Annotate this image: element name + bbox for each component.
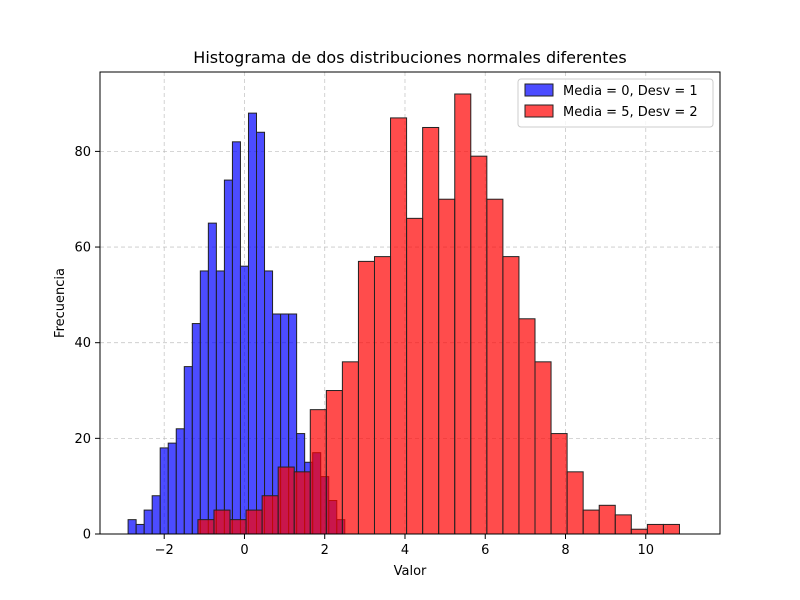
bar-series-1-bin-29 bbox=[630, 528, 648, 535]
x-tick-label: 2 bbox=[321, 543, 329, 558]
bar-series-1-bin-31 bbox=[662, 523, 680, 535]
legend-box bbox=[517, 78, 714, 128]
bar-series-1-bin-13 bbox=[373, 256, 392, 535]
bar-series-1-bin-16 bbox=[422, 126, 440, 535]
bar-series-0-bin-8 bbox=[191, 323, 201, 535]
bar-series-1-bin-28 bbox=[614, 514, 632, 535]
y-axis-ticks: 0 20 40 60 80 bbox=[74, 145, 100, 543]
bar-series-1-bin-12 bbox=[357, 260, 375, 535]
bar-series-1-bin-23 bbox=[534, 361, 552, 535]
bar-series-0-bin-11 bbox=[215, 270, 225, 535]
bar-series-0-bin-10 bbox=[207, 222, 217, 535]
x-axis-label: Valor bbox=[394, 564, 427, 579]
chart-title: Histograma de dos distribuciones normale… bbox=[193, 48, 626, 67]
bar-series-0-bin-17 bbox=[264, 270, 274, 535]
y-tick-label: 80 bbox=[74, 145, 91, 160]
legend-swatch-blue bbox=[524, 83, 554, 97]
x-tick-label: 4 bbox=[401, 543, 409, 558]
bar-series-0-bin-13 bbox=[231, 141, 241, 535]
bar-series-0-bin-1 bbox=[135, 523, 145, 535]
y-axis-label: Frecuencia bbox=[53, 268, 68, 338]
bar-series-0-bin-3 bbox=[151, 495, 161, 535]
bar-series-1-bin-27 bbox=[598, 504, 616, 535]
bar-series-1-bin-21 bbox=[502, 256, 520, 535]
bar-series-0-bin-9 bbox=[199, 270, 209, 535]
bar-series-1-bin-14 bbox=[390, 117, 408, 535]
x-axis-ticks: −2 0 2 4 6 8 10 bbox=[155, 534, 654, 558]
bar-series-1-bin-17 bbox=[438, 198, 456, 535]
legend-swatch-red bbox=[524, 104, 554, 118]
bar-series-1-bin-15 bbox=[406, 217, 424, 535]
bar-series-1-bin-20 bbox=[486, 198, 504, 535]
bar-series-0-bin-12 bbox=[223, 179, 233, 535]
bar-series-1-bin-8 bbox=[293, 471, 311, 535]
bar-series-1-bin-2 bbox=[197, 519, 215, 535]
legend-label-red: Media = 5, Desv = 2 bbox=[563, 105, 698, 120]
bar-series-0-bin-2 bbox=[143, 509, 153, 535]
x-tick-label: 8 bbox=[561, 543, 569, 558]
x-tick-label: −2 bbox=[155, 543, 174, 558]
bar-series-0-bin-0 bbox=[127, 519, 137, 535]
bar-series-1-bin-5 bbox=[245, 509, 263, 535]
x-tick-label: 10 bbox=[637, 543, 654, 558]
bar-series-1-bin-25 bbox=[566, 471, 584, 535]
legend: Media = 0, Desv = 1 Media = 5, Desv = 2 bbox=[517, 78, 714, 128]
bar-series-1-bin-4 bbox=[229, 519, 247, 535]
bar-series-0-bin-6 bbox=[175, 428, 185, 535]
bar-series-0-bin-14 bbox=[239, 265, 249, 535]
bar-series-1-bin-30 bbox=[646, 523, 664, 535]
y-tick-label: 40 bbox=[74, 336, 91, 351]
bar-series-1-bin-11 bbox=[341, 361, 359, 535]
bar-series-0-bin-15 bbox=[247, 112, 258, 535]
bar-series-1-bin-19 bbox=[470, 155, 488, 535]
bar-series-1-bin-9 bbox=[309, 409, 327, 535]
y-tick-label: 0 bbox=[83, 528, 91, 543]
bar-series-1-bin-6 bbox=[261, 495, 279, 535]
bar-series-1-bin-18 bbox=[454, 93, 472, 535]
bar-series-1-bin-24 bbox=[550, 433, 568, 535]
plot-frame bbox=[99, 71, 721, 535]
bar-series-0-bin-4 bbox=[159, 447, 169, 535]
bar-series-1-bin-10 bbox=[325, 390, 343, 535]
bar-series-1-bin-22 bbox=[518, 318, 536, 535]
bar-series-0-bin-16 bbox=[256, 131, 266, 535]
legend-label-blue: Media = 0, Desv = 1 bbox=[563, 84, 698, 99]
x-tick-label: 0 bbox=[240, 543, 248, 558]
bar-series-0-bin-5 bbox=[167, 442, 177, 535]
y-tick-label: 20 bbox=[74, 432, 91, 447]
y-tick-label: 60 bbox=[74, 241, 91, 256]
bar-series-0-bin-7 bbox=[183, 366, 193, 535]
bar-series-1-bin-7 bbox=[277, 466, 295, 535]
bar-series-1-bin-26 bbox=[582, 509, 600, 535]
bar-series-1-bin-3 bbox=[213, 509, 231, 535]
x-tick-label: 6 bbox=[481, 543, 489, 558]
